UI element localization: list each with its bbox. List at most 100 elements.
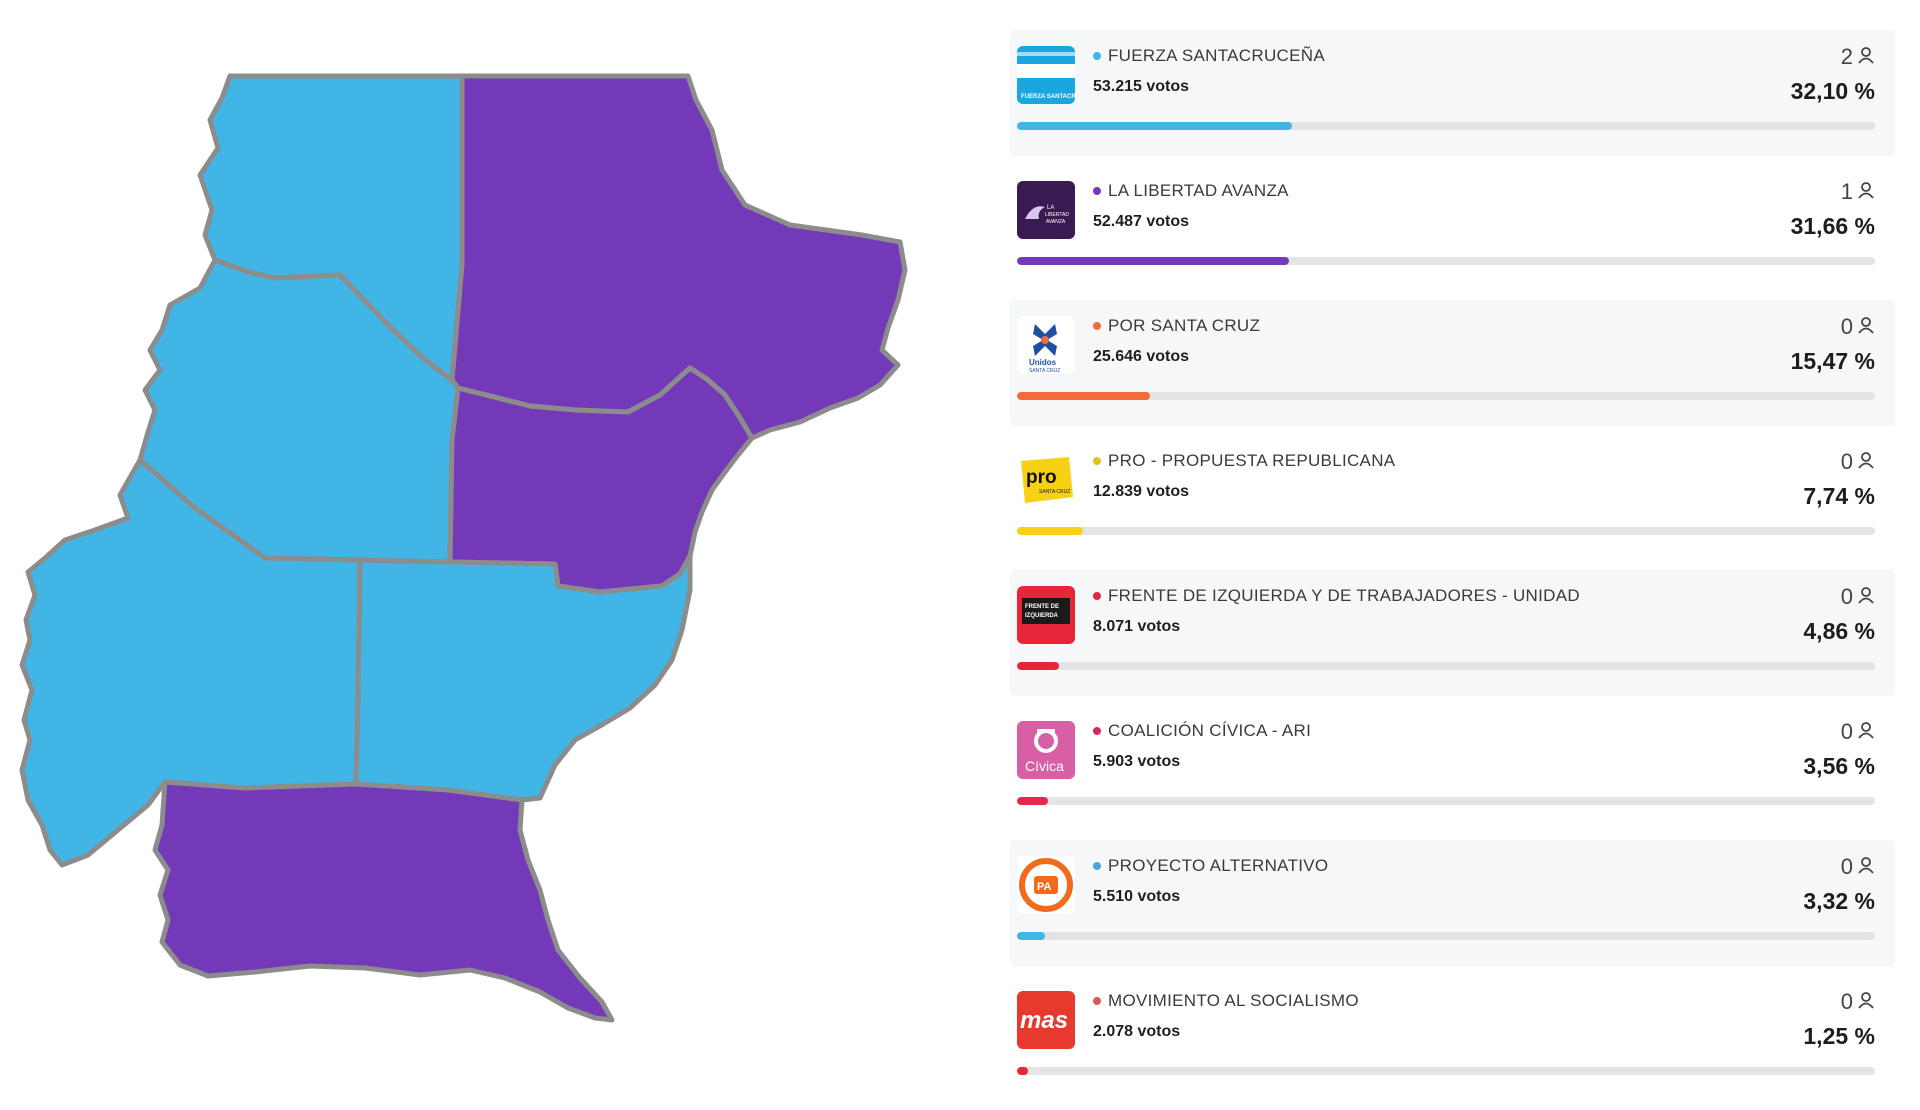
department-map-svg [19,73,908,1023]
department-guer-aike[interactable] [152,779,615,1023]
coalicion-civica-logo: Cívica [1017,721,1075,779]
vote-percentage: 4,86 % [1803,618,1875,644]
vote-share-bar [1017,932,1875,940]
svg-text:pro: pro [1026,467,1057,488]
vote-percentage: 32,10 % [1790,78,1875,104]
seat-number: 0 [1840,989,1853,1014]
person-icon [1857,449,1875,475]
seat-number: 0 [1840,449,1853,474]
party-result-card[interactable]: pro SANTA CRUZ PRO - PROPUESTA REPUBLICANA… [1010,435,1895,561]
results-list: FUERZA SANTACRUCEÑA FUERZA SANTACRUCEÑA 53… [1010,30,1895,1110]
vote-share-bar [1017,662,1875,670]
department-corpen-aike[interactable] [353,553,693,803]
vote-count: 25.646 votos [1093,348,1190,365]
vote-share-fill [1017,122,1293,130]
vote-share-fill [1017,392,1150,400]
mas-logo: mas [1017,991,1075,1049]
party-color-dot [1093,457,1101,465]
vote-share-bar [1017,527,1875,535]
svg-text:FUERZA SANTACRUCEÑA: FUERZA SANTACRUCEÑA [1021,93,1075,100]
person-icon [1857,854,1875,880]
svg-text:Unidos: Unidos [1029,358,1057,367]
party-name-row: FRENTE DE IZQUIERDA Y DE TRABAJADORES - … [1093,586,1580,606]
vote-count: 53.215 votos [1093,78,1190,95]
vote-share-fill [1017,257,1289,265]
person-icon [1857,584,1875,610]
party-name: COALICIÓN CÍVICA - ARI [1108,721,1312,740]
vote-share-fill [1017,932,1046,940]
vote-count: 12.839 votos [1093,483,1190,500]
vote-percentage: 31,66 % [1790,213,1875,239]
party-result-card[interactable]: mas MOVIMIENTO AL SOCIALISMO 2.078 votos 0 1… [1010,975,1895,1101]
seat-number: 2 [1840,44,1853,69]
svg-text:SANTA CRUZ: SANTA CRUZ [1039,489,1070,495]
seat-count: 2 [1841,44,1875,70]
proyecto-alternativo-logo: PA [1017,856,1075,914]
unidos-santa-cruz-logo: Unidos SANTA CRUZ [1017,316,1075,374]
party-result-card[interactable]: Cívica COALICIÓN CÍVICA - ARI 5.903 votos 0… [1010,705,1895,831]
vote-share-bar [1017,797,1875,805]
svg-text:FRENTE DE: FRENTE DE [1025,604,1059,610]
svg-text:mas: mas [1020,1007,1068,1034]
vote-share-fill [1017,1067,1028,1075]
party-name: PRO - PROPUESTA REPUBLICANA [1108,451,1396,470]
party-result-card[interactable]: LA LIBERTAD AVANZA LA LIBERTAD AVANZA 52.487… [1010,165,1895,291]
party-name: LA LIBERTAD AVANZA [1108,181,1289,200]
vote-percentage: 1,25 % [1803,1023,1875,1049]
party-name: FRENTE DE IZQUIERDA Y DE TRABAJADORES - … [1108,586,1580,605]
vote-share-bar [1017,257,1875,265]
seat-number: 1 [1840,179,1853,204]
person-icon [1857,314,1875,340]
la-libertad-avanza-lion-logo: LA LIBERTAD AVANZA [1017,181,1075,239]
seat-count: 0 [1841,584,1875,610]
party-result-card[interactable]: PA PROYECTO ALTERNATIVO 5.510 votos 0 3,32 % [1010,840,1895,966]
party-color-dot [1093,322,1101,330]
vote-share-bar [1017,122,1875,130]
party-result-card[interactable]: FUERZA SANTACRUCEÑA FUERZA SANTACRUCEÑA 53… [1010,30,1895,156]
svg-text:IZQUIERDA: IZQUIERDA [1025,613,1059,619]
seat-count: 0 [1841,989,1875,1015]
party-name-row: PROYECTO ALTERNATIVO [1093,856,1328,876]
svg-text:AVANZA: AVANZA [1046,219,1066,225]
party-color-dot [1093,997,1101,1005]
vote-percentage: 3,56 % [1803,753,1875,779]
person-icon [1857,719,1875,745]
seat-count: 0 [1841,449,1875,475]
seat-number: 0 [1840,719,1853,744]
seat-count: 1 [1841,179,1875,205]
svg-text:Cívica: Cívica [1025,758,1064,774]
party-color-dot [1093,592,1101,600]
party-color-dot [1093,862,1101,870]
party-name: POR SANTA CRUZ [1108,316,1261,335]
party-name-row: LA LIBERTAD AVANZA [1093,181,1289,201]
vote-share-bar [1017,392,1875,400]
svg-text:LA: LA [1047,205,1054,211]
vote-count: 5.903 votos [1093,753,1181,770]
party-result-card[interactable]: Unidos SANTA CRUZ POR SANTA CRUZ 25.646 vot… [1010,300,1895,426]
vote-share-fill [1017,662,1059,670]
svg-text:SANTA CRUZ: SANTA CRUZ [1029,368,1060,374]
party-name-row: FUERZA SANTACRUCEÑA [1093,46,1325,66]
person-icon [1857,989,1875,1015]
vote-percentage: 3,32 % [1803,888,1875,914]
party-name-row: POR SANTA CRUZ [1093,316,1260,336]
seat-count: 0 [1841,854,1875,880]
party-name-row: MOVIMIENTO AL SOCIALISMO [1093,991,1359,1011]
party-name-row: COALICIÓN CÍVICA - ARI [1093,721,1311,741]
seat-number: 0 [1840,854,1853,879]
vote-share-bar [1017,1067,1875,1075]
fuerza-santacrucena-flag-logo: FUERZA SANTACRUCEÑA [1017,46,1075,104]
party-result-card[interactable]: FRENTE DE IZQUIERDA FRENTE DE IZQUIERDA Y … [1010,570,1895,696]
party-color-dot [1093,727,1101,735]
seat-count: 0 [1841,314,1875,340]
vote-percentage: 7,74 % [1803,483,1875,509]
svg-text:LIBERTAD: LIBERTAD [1045,212,1069,218]
frente-de-izquierda-logo: FRENTE DE IZQUIERDA [1017,586,1075,644]
pro-santa-cruz-logo: pro SANTA CRUZ [1017,451,1075,509]
party-color-dot [1093,52,1101,60]
vote-count: 52.487 votos [1093,213,1190,230]
vote-count: 5.510 votos [1093,888,1181,905]
vote-share-fill [1017,797,1048,805]
vote-percentage: 15,47 % [1790,348,1875,374]
vote-share-fill [1017,527,1084,535]
